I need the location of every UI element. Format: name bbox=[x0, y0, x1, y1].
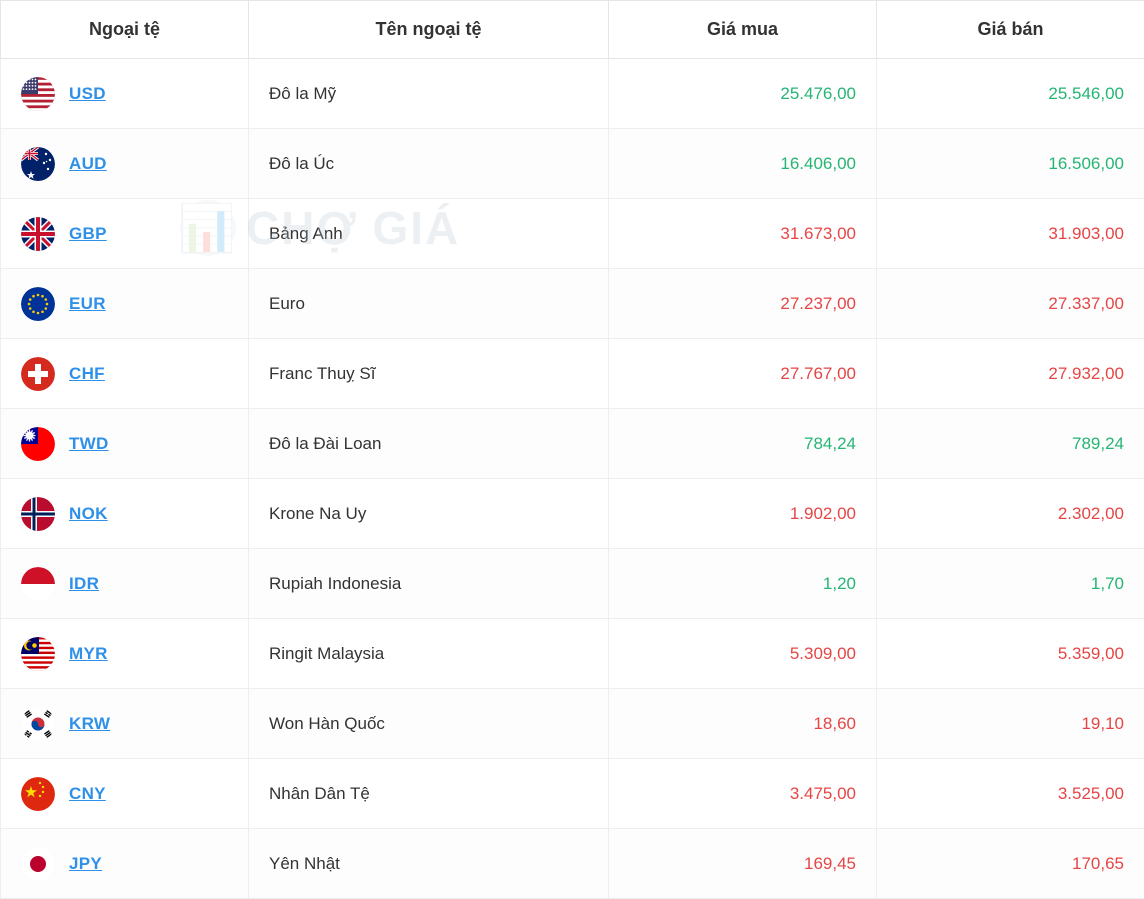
table-row: AUD Đô la Úc16.406,0016.506,00 bbox=[1, 129, 1144, 199]
cell-currency-name: Euro bbox=[249, 269, 609, 339]
cell-buy-price: 27.767,00 bbox=[609, 339, 877, 409]
id-flag-icon bbox=[21, 567, 55, 601]
table-row: KRW Won Hàn Quốc18,6019,10 bbox=[1, 689, 1144, 759]
table-row: CNY Nhân Dân Tệ3.475,003.525,00 bbox=[1, 759, 1144, 829]
cell-currency-name: Nhân Dân Tệ bbox=[249, 759, 609, 829]
cell-buy-price: 18,60 bbox=[609, 689, 877, 759]
cell-currency-code: JPY bbox=[1, 829, 249, 899]
table-row: JPY Yên Nhật169,45170,65 bbox=[1, 829, 1144, 899]
cell-buy-price: 27.237,00 bbox=[609, 269, 877, 339]
cell-sell-price: 2.302,00 bbox=[877, 479, 1144, 549]
cell-currency-code: KRW bbox=[1, 689, 249, 759]
cell-currency-name: Đô la Mỹ bbox=[249, 59, 609, 129]
currency-code-link[interactable]: USD bbox=[69, 84, 106, 104]
col-header-name: Tên ngoại tệ bbox=[249, 1, 609, 59]
cell-currency-code: GBP bbox=[1, 199, 249, 269]
cell-sell-price: 5.359,00 bbox=[877, 619, 1144, 689]
cell-currency-name: Yên Nhật bbox=[249, 829, 609, 899]
cell-buy-price: 25.476,00 bbox=[609, 59, 877, 129]
au-flag-icon bbox=[21, 147, 55, 181]
cell-currency-code: CHF bbox=[1, 339, 249, 409]
cell-buy-price: 784,24 bbox=[609, 409, 877, 479]
cell-currency-name: Won Hàn Quốc bbox=[249, 689, 609, 759]
cell-sell-price: 3.525,00 bbox=[877, 759, 1144, 829]
currency-code-link[interactable]: EUR bbox=[69, 294, 106, 314]
cell-currency-name: Bảng Anh bbox=[249, 199, 609, 269]
cell-sell-price: 31.903,00 bbox=[877, 199, 1144, 269]
cell-buy-price: 1.902,00 bbox=[609, 479, 877, 549]
currency-code-link[interactable]: MYR bbox=[69, 644, 108, 664]
currency-code-link[interactable]: AUD bbox=[69, 154, 107, 174]
cell-buy-price: 16.406,00 bbox=[609, 129, 877, 199]
table-row: CHF Franc Thuỵ Sĩ27.767,0027.932,00 bbox=[1, 339, 1144, 409]
cell-sell-price: 16.506,00 bbox=[877, 129, 1144, 199]
cell-buy-price: 31.673,00 bbox=[609, 199, 877, 269]
cell-buy-price: 5.309,00 bbox=[609, 619, 877, 689]
cell-currency-name: Ringit Malaysia bbox=[249, 619, 609, 689]
no-flag-icon bbox=[21, 497, 55, 531]
cell-currency-code: CNY bbox=[1, 759, 249, 829]
cell-currency-name: Franc Thuỵ Sĩ bbox=[249, 339, 609, 409]
cell-currency-code: IDR bbox=[1, 549, 249, 619]
tw-flag-icon bbox=[21, 427, 55, 461]
currency-code-link[interactable]: IDR bbox=[69, 574, 99, 594]
table-row: IDR Rupiah Indonesia1,201,70 bbox=[1, 549, 1144, 619]
cell-sell-price: 19,10 bbox=[877, 689, 1144, 759]
cell-sell-price: 789,24 bbox=[877, 409, 1144, 479]
cell-sell-price: 25.546,00 bbox=[877, 59, 1144, 129]
currency-code-link[interactable]: TWD bbox=[69, 434, 109, 454]
cell-buy-price: 169,45 bbox=[609, 829, 877, 899]
eu-flag-icon bbox=[21, 287, 55, 321]
kr-flag-icon bbox=[21, 707, 55, 741]
cell-currency-code: AUD bbox=[1, 129, 249, 199]
cell-currency-code: NOK bbox=[1, 479, 249, 549]
currency-code-link[interactable]: CNY bbox=[69, 784, 106, 804]
col-header-code: Ngoại tệ bbox=[1, 1, 249, 59]
fx-rates-table: Ngoại tệ Tên ngoại tệ Giá mua Giá bán US… bbox=[0, 0, 1144, 899]
currency-code-link[interactable]: GBP bbox=[69, 224, 107, 244]
table-header-row: Ngoại tệ Tên ngoại tệ Giá mua Giá bán bbox=[1, 1, 1144, 59]
cell-sell-price: 170,65 bbox=[877, 829, 1144, 899]
cell-currency-name: Krone Na Uy bbox=[249, 479, 609, 549]
cell-buy-price: 3.475,00 bbox=[609, 759, 877, 829]
col-header-buy: Giá mua bbox=[609, 1, 877, 59]
table-row: EUR Euro27.237,0027.337,00 bbox=[1, 269, 1144, 339]
currency-code-link[interactable]: CHF bbox=[69, 364, 105, 384]
table-row: USD Đô la Mỹ25.476,0025.546,00 bbox=[1, 59, 1144, 129]
table-row: NOK Krone Na Uy1.902,002.302,00 bbox=[1, 479, 1144, 549]
cn-flag-icon bbox=[21, 777, 55, 811]
table-row: TWD Đô la Đài Loan784,24789,24 bbox=[1, 409, 1144, 479]
table-row: MYR Ringit Malaysia5.309,005.359,00 bbox=[1, 619, 1144, 689]
currency-code-link[interactable]: NOK bbox=[69, 504, 108, 524]
cell-currency-code: MYR bbox=[1, 619, 249, 689]
cell-currency-name: Rupiah Indonesia bbox=[249, 549, 609, 619]
cell-currency-name: Đô la Đài Loan bbox=[249, 409, 609, 479]
ch-flag-icon bbox=[21, 357, 55, 391]
jp-flag-icon bbox=[21, 847, 55, 881]
cell-currency-code: EUR bbox=[1, 269, 249, 339]
cell-sell-price: 1,70 bbox=[877, 549, 1144, 619]
col-header-sell: Giá bán bbox=[877, 1, 1144, 59]
currency-code-link[interactable]: KRW bbox=[69, 714, 110, 734]
cell-sell-price: 27.337,00 bbox=[877, 269, 1144, 339]
my-flag-icon bbox=[21, 637, 55, 671]
us-flag-icon bbox=[21, 77, 55, 111]
cell-buy-price: 1,20 bbox=[609, 549, 877, 619]
cell-currency-code: TWD bbox=[1, 409, 249, 479]
cell-currency-code: USD bbox=[1, 59, 249, 129]
table-row: GBP Bảng Anh31.673,0031.903,00 bbox=[1, 199, 1144, 269]
cell-currency-name: Đô la Úc bbox=[249, 129, 609, 199]
gb-flag-icon bbox=[21, 217, 55, 251]
cell-sell-price: 27.932,00 bbox=[877, 339, 1144, 409]
currency-code-link[interactable]: JPY bbox=[69, 854, 102, 874]
